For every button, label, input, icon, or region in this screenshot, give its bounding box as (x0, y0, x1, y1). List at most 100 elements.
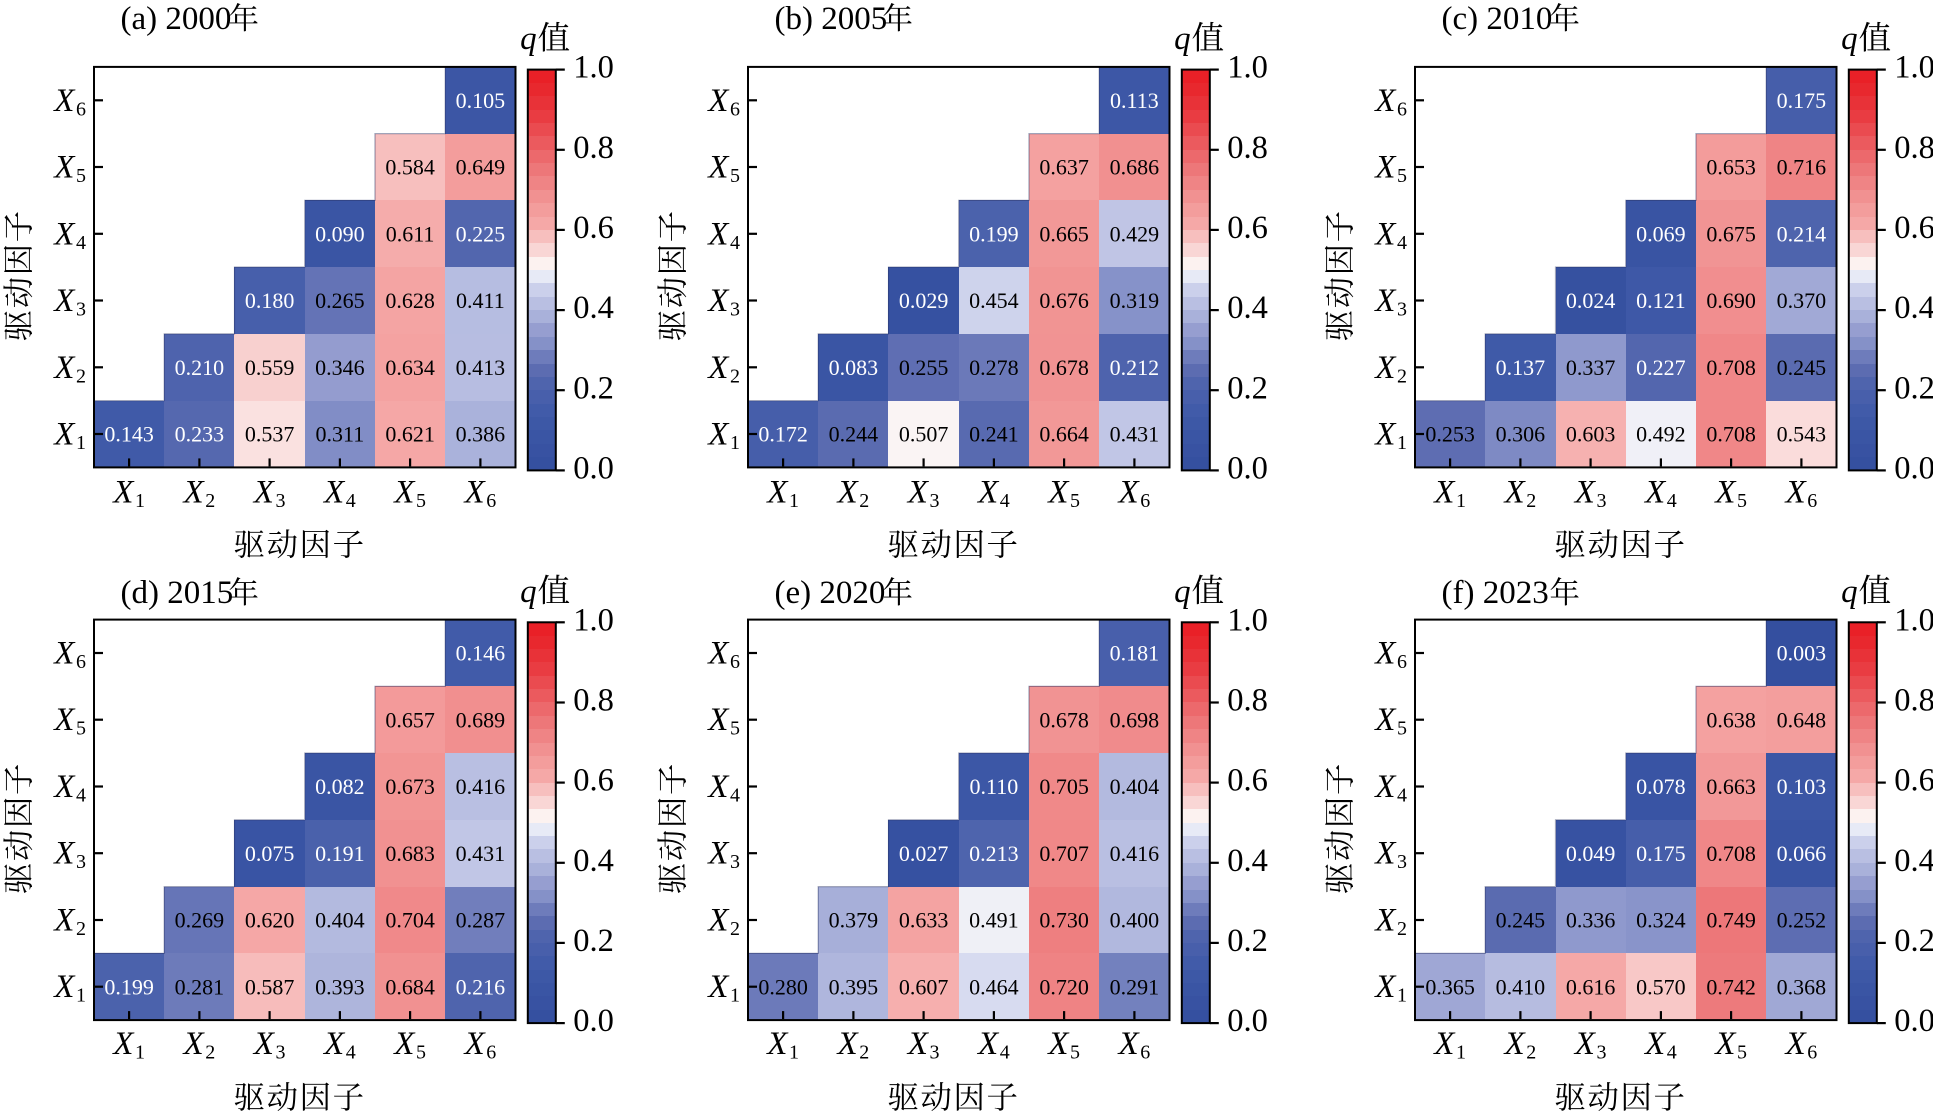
svg-text:X: X (1373, 150, 1397, 186)
svg-text:0.0: 0.0 (573, 1003, 614, 1039)
svg-text:0.2: 0.2 (1894, 923, 1933, 959)
svg-text:0.8: 0.8 (573, 683, 614, 719)
svg-text:0.2: 0.2 (1894, 370, 1933, 406)
svg-text:0.105: 0.105 (456, 88, 506, 113)
svg-text:1: 1 (76, 985, 86, 1007)
svg-text:X: X (1573, 1026, 1597, 1062)
svg-text:X: X (52, 216, 76, 252)
svg-text:X: X (706, 969, 730, 1005)
svg-text:1.0: 1.0 (1227, 602, 1268, 638)
svg-text:X: X (1373, 636, 1397, 672)
svg-text:0.306: 0.306 (1496, 422, 1546, 447)
svg-text:3: 3 (276, 490, 286, 512)
svg-text:0.0: 0.0 (1894, 1003, 1933, 1039)
svg-text:X: X (52, 702, 76, 738)
svg-text:0.720: 0.720 (1039, 974, 1089, 999)
svg-text:X: X (706, 83, 730, 119)
svg-text:0.730: 0.730 (1039, 908, 1089, 933)
svg-text:0.255: 0.255 (899, 355, 949, 380)
svg-text:0.137: 0.137 (1496, 355, 1546, 380)
svg-text:1: 1 (789, 490, 799, 512)
svg-text:0.464: 0.464 (969, 974, 1019, 999)
svg-text:0.379: 0.379 (829, 908, 879, 933)
svg-text:0.172: 0.172 (758, 422, 808, 447)
svg-text:6: 6 (486, 1042, 496, 1064)
svg-text:X: X (706, 150, 730, 186)
svg-text:4: 4 (1397, 232, 1407, 254)
svg-text:2: 2 (1526, 490, 1536, 512)
svg-text:0.698: 0.698 (1110, 707, 1160, 732)
svg-text:X: X (252, 1026, 276, 1062)
svg-text:5: 5 (1737, 1042, 1747, 1064)
svg-text:4: 4 (346, 490, 356, 512)
svg-text:5: 5 (1737, 490, 1747, 512)
svg-text:X: X (1643, 475, 1667, 511)
svg-text:X: X (182, 475, 206, 511)
svg-text:0.2: 0.2 (1227, 923, 1268, 959)
svg-text:5: 5 (1397, 718, 1407, 740)
svg-text:X: X (706, 216, 730, 252)
svg-text:0.368: 0.368 (1777, 974, 1827, 999)
svg-text:0.110: 0.110 (970, 774, 1019, 799)
svg-text:0.191: 0.191 (315, 841, 365, 866)
svg-text:0.611: 0.611 (386, 222, 435, 247)
svg-text:0.2: 0.2 (1227, 370, 1268, 406)
svg-text:X: X (1046, 475, 1070, 511)
svg-text:0.287: 0.287 (456, 908, 506, 933)
svg-text:0.603: 0.603 (1566, 422, 1616, 447)
svg-text:6: 6 (76, 651, 86, 673)
svg-text:3: 3 (1397, 299, 1407, 321)
svg-text:X: X (1117, 1026, 1141, 1062)
svg-text:0.4: 0.4 (573, 843, 614, 879)
svg-text:6: 6 (486, 490, 496, 512)
svg-text:0.029: 0.029 (899, 288, 949, 313)
svg-text:0.664: 0.664 (1039, 422, 1089, 447)
svg-text:X: X (52, 903, 76, 939)
svg-text:3: 3 (730, 299, 740, 321)
svg-text:X: X (706, 417, 730, 453)
svg-text:0.346: 0.346 (315, 355, 365, 380)
svg-text:0.216: 0.216 (456, 974, 506, 999)
svg-text:0.278: 0.278 (969, 355, 1019, 380)
svg-text:0.678: 0.678 (1039, 355, 1089, 380)
svg-text:1.0: 1.0 (1894, 50, 1933, 86)
svg-text:0.2: 0.2 (573, 370, 614, 406)
svg-text:1.0: 1.0 (1227, 50, 1268, 86)
svg-text:X: X (52, 769, 76, 805)
svg-text:q: q (1174, 21, 1191, 57)
svg-text:0.083: 0.083 (829, 355, 879, 380)
svg-text:0.121: 0.121 (1636, 288, 1686, 313)
svg-text:X: X (322, 475, 346, 511)
svg-text:0.704: 0.704 (385, 908, 435, 933)
svg-text:1: 1 (1456, 1042, 1466, 1064)
svg-text:2: 2 (205, 490, 215, 512)
svg-text:X: X (1432, 475, 1456, 511)
svg-text:4: 4 (76, 785, 86, 807)
svg-text:3: 3 (76, 299, 86, 321)
svg-text:(b) 2005: (b) 2005 (775, 1, 888, 37)
svg-text:0.175: 0.175 (1777, 88, 1827, 113)
svg-text:0.429: 0.429 (1110, 222, 1160, 247)
svg-text:0.507: 0.507 (899, 422, 949, 447)
svg-text:X: X (1373, 969, 1397, 1005)
svg-text:0.657: 0.657 (385, 707, 435, 732)
svg-text:0.395: 0.395 (829, 974, 879, 999)
svg-text:0.370: 0.370 (1777, 288, 1827, 313)
svg-text:X: X (111, 1026, 135, 1062)
svg-text:1: 1 (1456, 490, 1466, 512)
svg-text:0.6: 0.6 (1894, 210, 1933, 246)
svg-text:X: X (836, 1026, 860, 1062)
svg-text:X: X (1784, 1026, 1808, 1062)
svg-text:0.311: 0.311 (316, 422, 365, 447)
svg-text:0.8: 0.8 (1227, 130, 1268, 166)
svg-text:X: X (252, 475, 276, 511)
svg-text:0.225: 0.225 (456, 222, 506, 247)
svg-text:4: 4 (346, 1042, 356, 1064)
svg-text:2: 2 (76, 365, 86, 387)
svg-text:2: 2 (1397, 365, 1407, 387)
svg-text:0.2: 0.2 (573, 923, 614, 959)
svg-text:0.8: 0.8 (1894, 683, 1933, 719)
svg-text:0.633: 0.633 (899, 908, 949, 933)
svg-text:0.584: 0.584 (385, 155, 435, 180)
svg-text:4: 4 (730, 232, 740, 254)
